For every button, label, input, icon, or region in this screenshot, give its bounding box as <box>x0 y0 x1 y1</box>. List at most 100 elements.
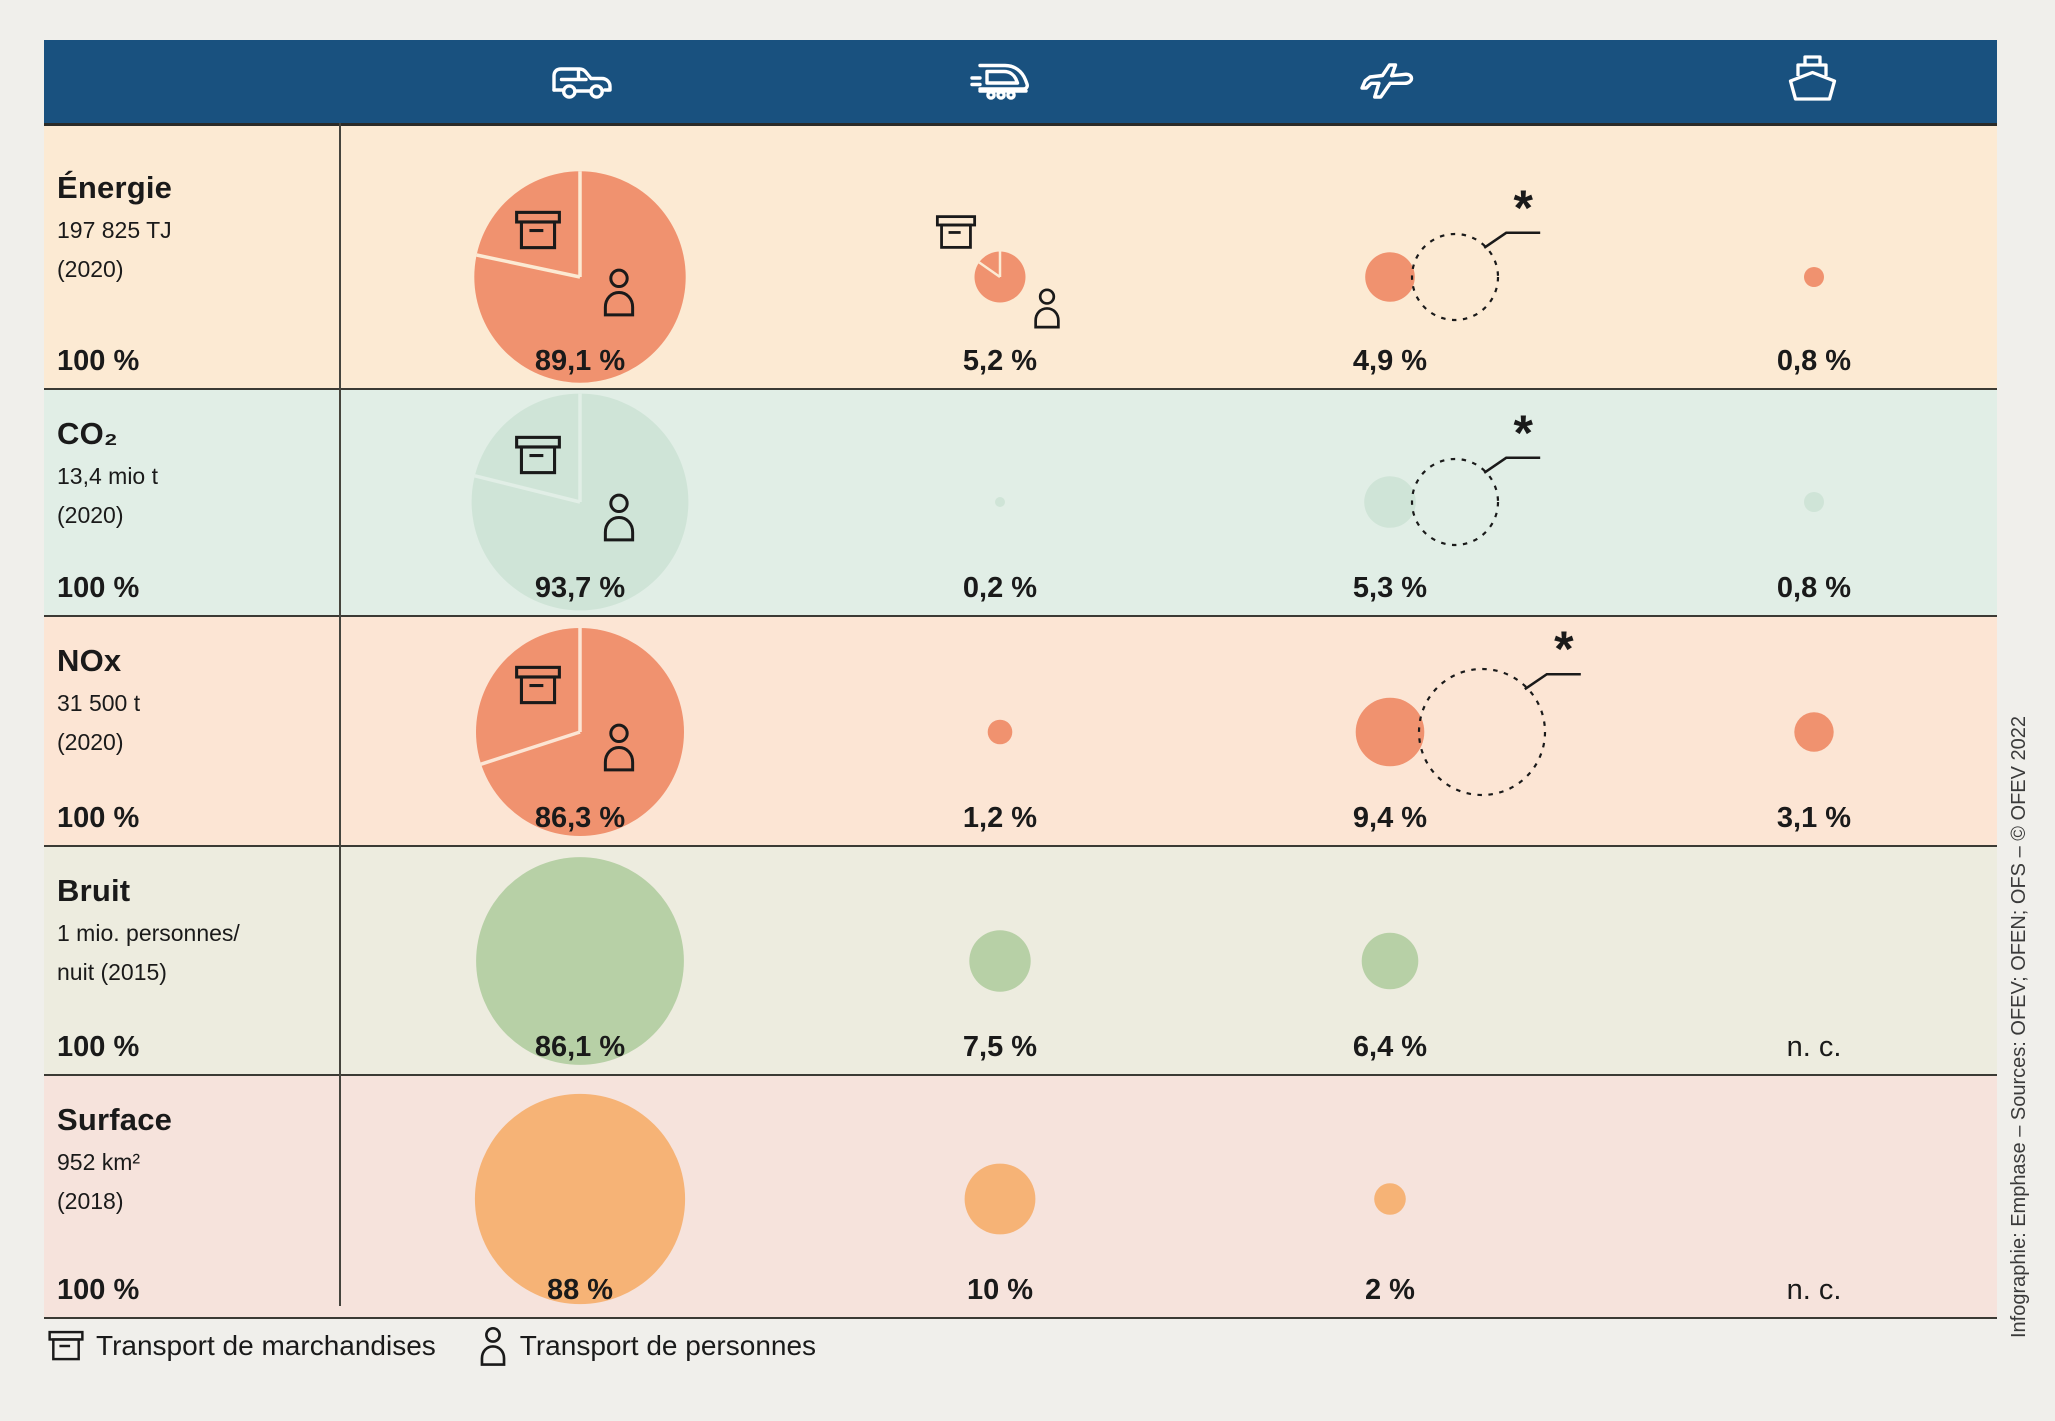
plane-icon <box>1360 63 1414 99</box>
bubble-route <box>474 1093 686 1305</box>
person-icon <box>1034 288 1060 329</box>
bubble-rail <box>987 719 1013 745</box>
footnote-asterisk: * <box>1513 405 1533 461</box>
row-title: NOx <box>57 643 122 678</box>
value-label-navigation: 3,1 % <box>1776 802 1852 834</box>
bubble-route <box>476 857 684 1065</box>
goods-box-icon <box>515 665 561 705</box>
row-subtitle: (2018) <box>57 1188 124 1214</box>
goods-box-icon <box>515 435 561 475</box>
person-icon <box>603 723 635 772</box>
goods-box-icon <box>935 215 977 249</box>
footnote-leader-line <box>1483 456 1541 474</box>
goods-box-icon <box>515 210 561 250</box>
row-subtitle: 197 825 TJ <box>57 217 172 243</box>
row-subtitle: (2020) <box>57 502 124 528</box>
bubble-aviation <box>1374 1183 1406 1215</box>
row-bubbles <box>476 857 1419 1065</box>
bubble-aviation <box>1364 476 1416 528</box>
value-label-rail: 5,2 % <box>962 345 1038 377</box>
row-bubbles <box>474 1093 1406 1305</box>
bubble-rail <box>964 1163 1036 1235</box>
impact-table: * Énergie 197 825 TJ (2020) 100 % 89,1 % 5,2 %… <box>44 40 1997 1319</box>
impact-row: Surface 952 km² (2018) 100 % 88 % 10 % 2 % n. c… <box>44 1076 1997 1319</box>
row-label: Énergie 197 825 TJ (2020) 100 % <box>57 126 327 388</box>
impact-row: * NOx 31 500 t (2020) 100 % 86,3 % 1,2 % 9,4 % 3… <box>44 617 1997 847</box>
row-total-label: 100 % <box>57 1031 140 1063</box>
bubble-rail <box>969 930 1031 992</box>
goods-box-icon <box>48 1330 84 1361</box>
value-label-rail: 0,2 % <box>962 572 1038 604</box>
data-rows: * Énergie 197 825 TJ (2020) 100 % 89,1 % 5,2 %… <box>44 126 1997 1319</box>
label-column-divider <box>339 123 341 1306</box>
bubble-navigation <box>1804 492 1824 512</box>
row-label: CO₂ 13,4 mio t (2020) 100 % <box>57 390 327 615</box>
row-subtitle: (2020) <box>57 729 124 755</box>
row-subtitle: 31 500 t <box>57 690 141 716</box>
bubble-navigation <box>1794 712 1834 752</box>
footnote-leader-line <box>1483 231 1541 249</box>
ship-icon <box>1788 55 1837 101</box>
value-label-aviation: 6,4 % <box>1352 1031 1428 1063</box>
row-subtitle: 1 mio. personnes/ <box>57 920 240 946</box>
row-total-label: 100 % <box>57 802 140 834</box>
person-icon <box>603 493 635 542</box>
value-label-rail: 1,2 % <box>962 802 1038 834</box>
row-label: Surface 952 km² (2018) 100 % <box>57 1076 327 1317</box>
train-icon <box>970 63 1029 100</box>
credits-note: Infographie: Emphase – Sources: OFEV; OF… <box>2008 715 2030 1338</box>
row-bubbles: * <box>471 393 1824 611</box>
value-label-route: 88 % <box>546 1274 614 1306</box>
row-subtitle: 13,4 mio t <box>57 463 158 489</box>
value-label-route: 86,1 % <box>534 1031 626 1063</box>
impact-row: * Énergie 197 825 TJ (2020) 100 % 89,1 % 5,2 %… <box>44 126 1997 390</box>
pie-sector-lines <box>476 171 582 279</box>
impact-row: Bruit 1 mio. personnes/nuit (2015) 100 % 86… <box>44 847 1997 1076</box>
bubble-aviation <box>1365 252 1415 302</box>
pie-sector-lines <box>978 251 1002 279</box>
row-title: CO₂ <box>57 416 118 451</box>
row-title: Énergie <box>57 170 173 205</box>
bubble-aviation <box>1361 932 1419 990</box>
car-icon <box>552 67 612 99</box>
row-title: Bruit <box>57 873 131 908</box>
footnote-leader-line <box>1524 672 1581 691</box>
value-label-navigation: n. c. <box>1786 1031 1842 1063</box>
impact-row: * CO₂ 13,4 mio t (2020) 100 % 93,7 % 0,2 % 5,3 … <box>44 390 1997 617</box>
bubble-rail <box>995 497 1005 507</box>
international-share-dashed-circle <box>1410 232 1500 322</box>
row-total-label: 100 % <box>57 572 140 604</box>
value-label-navigation: 0,8 % <box>1776 345 1852 377</box>
transport-modes-header <box>44 40 1997 126</box>
row-total-label: 100 % <box>57 1274 140 1306</box>
value-label-aviation: 9,4 % <box>1352 802 1428 834</box>
value-label-rail: 7,5 % <box>962 1031 1038 1063</box>
pie-sector-lines <box>474 393 582 504</box>
bubble-navigation <box>1804 267 1824 287</box>
legend-goods-label: Transport de marchandises <box>96 1330 436 1361</box>
pie-sector-lines <box>480 628 582 766</box>
row-total-label: 100 % <box>57 345 140 377</box>
value-label-navigation: n. c. <box>1786 1274 1842 1306</box>
bubble-aviation <box>1355 697 1425 767</box>
legend-persons-label: Transport de personnes <box>519 1330 817 1361</box>
value-label-aviation: 5,3 % <box>1352 572 1428 604</box>
value-label-route: 89,1 % <box>534 345 626 377</box>
value-label-navigation: 0,8 % <box>1776 572 1852 604</box>
person-icon <box>603 268 635 317</box>
value-label-rail: 10 % <box>966 1274 1034 1306</box>
row-subtitle: 952 km² <box>57 1149 141 1175</box>
row-label: NOx 31 500 t (2020) 100 % <box>57 617 327 845</box>
person-icon <box>480 1327 506 1366</box>
footnote-asterisk: * <box>1513 180 1533 236</box>
value-label-aviation: 4,9 % <box>1352 345 1428 377</box>
row-title: Surface <box>57 1102 173 1137</box>
value-label-aviation: 2 % <box>1365 1274 1415 1306</box>
row-subtitle: nuit (2015) <box>57 959 167 985</box>
row-label: Bruit 1 mio. personnes/nuit (2015) 100 % <box>57 847 327 1074</box>
international-share-dashed-circle <box>1410 457 1500 547</box>
value-label-route: 93,7 % <box>534 572 626 604</box>
footnote-asterisk: * <box>1554 621 1574 677</box>
row-bubbles: * <box>476 621 1834 836</box>
